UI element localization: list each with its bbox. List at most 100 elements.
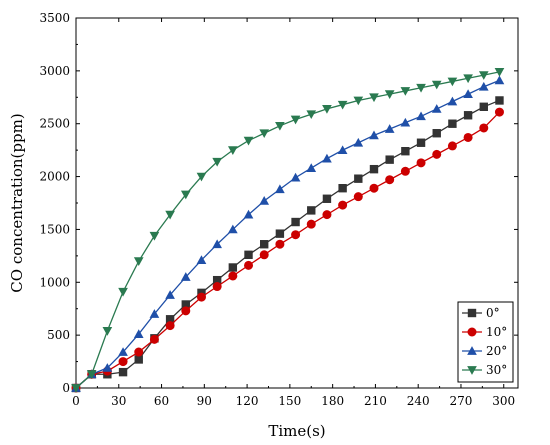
- data-point: [118, 367, 128, 377]
- data-point: [291, 217, 300, 227]
- y-tick-label: 3000: [39, 64, 70, 78]
- data-point: [416, 158, 426, 168]
- data-point: [291, 230, 301, 240]
- data-point: [495, 96, 504, 105]
- data-point: [212, 239, 222, 249]
- series-line: [75, 99, 500, 389]
- data-point: [102, 363, 113, 372]
- data-point: [149, 334, 159, 344]
- data-point: [400, 87, 411, 96]
- data-point: [385, 155, 394, 164]
- data-point: [212, 157, 222, 167]
- legend-label: 20°: [486, 344, 507, 358]
- data-point: [212, 275, 222, 285]
- x-tick-label: 0: [72, 394, 80, 408]
- data-point: [494, 75, 505, 85]
- data-point: [494, 107, 504, 117]
- data-point: [463, 74, 473, 84]
- data-point: [400, 117, 411, 127]
- series-3: [71, 68, 505, 393]
- data-point: [118, 357, 128, 367]
- data-point: [102, 327, 113, 336]
- data-point: [448, 119, 457, 128]
- x-tick-label: 300: [492, 394, 515, 408]
- data-point: [243, 209, 254, 219]
- data-point: [212, 282, 222, 292]
- data-point: [196, 292, 206, 302]
- data-point: [479, 102, 488, 111]
- data-point: [259, 129, 270, 139]
- data-point: [432, 149, 442, 159]
- data-point: [353, 137, 364, 147]
- data-point: [338, 200, 348, 210]
- data-point: [384, 124, 395, 133]
- data-point: [431, 104, 442, 113]
- data-point: [259, 196, 270, 205]
- data-point: [463, 132, 473, 142]
- data-point: [181, 306, 191, 316]
- data-point: [322, 210, 332, 220]
- data-point: [447, 96, 458, 106]
- y-axis-title: CO concentration(ppm): [8, 113, 26, 292]
- y-tick-label: 2000: [39, 170, 70, 184]
- series-line: [75, 79, 500, 389]
- data-point: [401, 147, 410, 156]
- data-point: [306, 110, 317, 120]
- data-point: [134, 347, 144, 357]
- data-point: [259, 250, 269, 260]
- data-point: [118, 287, 128, 297]
- data-point: [228, 271, 238, 281]
- data-point: [369, 93, 379, 103]
- legend-label: 30°: [486, 363, 507, 377]
- data-point: [86, 370, 97, 380]
- data-point: [337, 145, 348, 155]
- data-point: [133, 329, 144, 338]
- data-point: [275, 121, 285, 131]
- data-point: [228, 224, 238, 234]
- data-point: [478, 81, 489, 91]
- y-tick-label: 1000: [39, 275, 70, 289]
- data-point: [432, 129, 441, 138]
- data-point: [243, 136, 254, 146]
- data-point: [463, 111, 473, 120]
- data-point: [228, 263, 238, 272]
- series-line: [75, 71, 500, 389]
- data-point: [290, 172, 301, 182]
- data-point: [228, 146, 238, 155]
- series-0: [71, 96, 504, 393]
- data-point: [494, 68, 505, 77]
- data-point: [244, 260, 254, 270]
- data-point: [306, 219, 316, 229]
- y-tick-label: 0: [62, 381, 70, 395]
- data-point: [307, 206, 316, 215]
- data-point: [385, 175, 395, 185]
- y-tick-label: 500: [47, 328, 70, 342]
- data-point: [384, 90, 395, 99]
- data-point: [275, 229, 285, 238]
- x-tick-label: 30: [111, 394, 126, 408]
- data-point: [338, 184, 347, 193]
- data-point: [165, 210, 175, 220]
- data-point: [479, 123, 489, 133]
- series-2: [71, 75, 505, 392]
- data-point: [416, 111, 426, 121]
- plot-area: 0 30 60 90 120 150 180 210 240 270 300050010001500…: [39, 11, 519, 408]
- data-point: [275, 239, 285, 249]
- y-tick-label: 2500: [39, 117, 70, 131]
- series-line: [75, 111, 500, 389]
- x-tick-label: 120: [236, 394, 259, 408]
- data-point: [71, 384, 81, 393]
- data-point: [447, 141, 457, 151]
- data-point: [400, 166, 410, 176]
- x-axis-title: Time(s): [268, 422, 325, 440]
- data-point: [244, 250, 253, 259]
- data-point: [369, 164, 379, 174]
- plot-frame: [75, 17, 519, 389]
- data-point: [196, 172, 207, 182]
- data-point: [447, 77, 458, 87]
- legend-label: 0°: [486, 306, 500, 320]
- data-point: [322, 153, 332, 163]
- y-tick-label: 1500: [39, 222, 70, 236]
- data-point: [416, 83, 426, 93]
